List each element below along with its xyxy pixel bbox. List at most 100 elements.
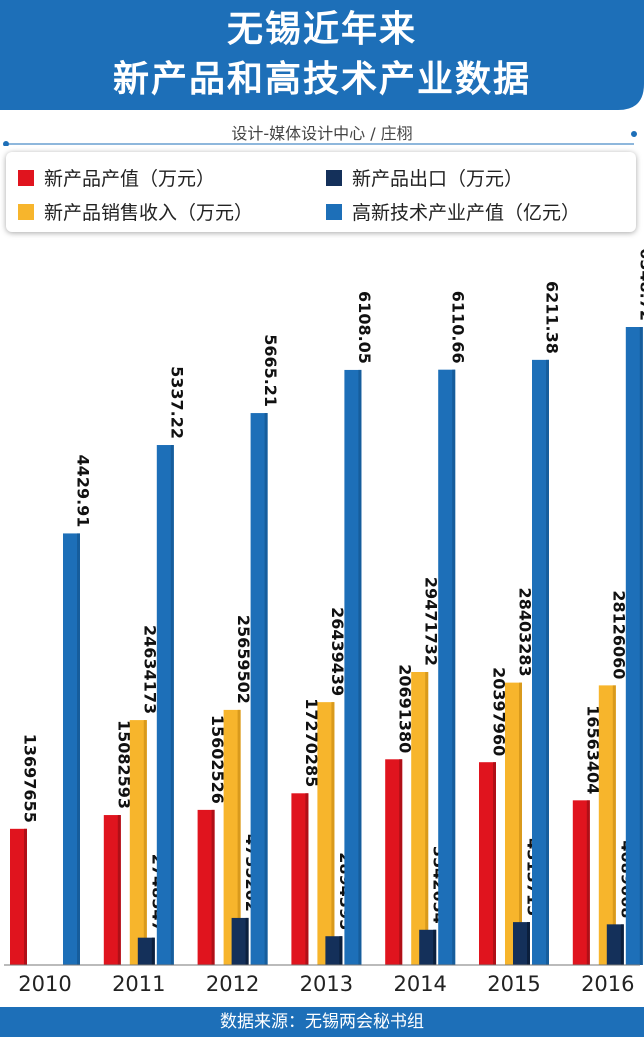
legend-label: 高新技术产业产值（亿元） (352, 202, 581, 224)
bar-2014-series-1 (411, 672, 429, 965)
bar-shade (527, 922, 530, 965)
credit-divider (3, 131, 637, 146)
data-label: 6108.05 (355, 291, 374, 364)
legend-label: 新产品出口（万元） (352, 168, 524, 190)
data-label: 29471732 (422, 577, 441, 666)
bar-2016-series-0 (572, 800, 590, 965)
bar-2010-series-0 (10, 828, 27, 965)
legend-swatch (18, 169, 34, 186)
bar-shade (305, 793, 309, 965)
bar-shade (264, 413, 268, 966)
bar-2013-series-3 (344, 369, 362, 966)
bar-2011-series-1 (129, 720, 147, 965)
data-label: 20691380 (396, 664, 415, 753)
data-label: 13697655 (21, 734, 40, 823)
data-label: 17270285 (302, 698, 321, 787)
legend-swatch (326, 203, 342, 220)
bar-shade (245, 917, 249, 965)
data-label: 4429.91 (74, 455, 93, 528)
bar-shade (425, 672, 429, 965)
legend-item-new-product-value: 新产品产值（万元） (18, 164, 215, 191)
title-line-2: 新产品和高技术产业数据 (112, 59, 531, 100)
bar-shade (77, 533, 80, 965)
credit-text: 设计-媒体设计中心 / 庄栩 (231, 124, 413, 143)
banner-shape (0, 0, 644, 110)
x-tick-label: 2016 (581, 972, 634, 996)
bar-2012-series-0 (197, 809, 215, 965)
data-label: 25659502 (234, 615, 253, 704)
data-label: 6211.38 (543, 281, 562, 354)
data-label: 5337.22 (167, 366, 186, 439)
bar-shade (399, 759, 403, 965)
legend-item-new-product-export: 新产品出口（万元） (326, 164, 523, 191)
bar-shade (433, 929, 437, 965)
bar-shade (620, 924, 624, 965)
bar-shade (331, 702, 335, 965)
bar-2016-series-1 (598, 685, 616, 965)
bar-2015-series-3 (532, 359, 549, 965)
bar-shade (586, 800, 590, 965)
data-label: 20397960 (490, 667, 509, 756)
bar-2015-series-2 (513, 922, 530, 965)
x-tick-label: 2014 (393, 972, 446, 996)
data-label: 28126060 (609, 590, 628, 679)
bar-shade (612, 685, 616, 965)
bar-2012-series-1 (223, 709, 241, 965)
bar-2016-series-2 (606, 924, 624, 965)
bar-2011-series-0 (103, 815, 121, 965)
bar-shade (237, 709, 241, 965)
bar-2013-series-0 (291, 793, 309, 965)
data-label: 15602526 (208, 715, 227, 804)
data-label: 6548.72 (636, 248, 644, 321)
data-label: 6110.66 (449, 291, 468, 364)
legend-item-new-product-sales: 新产品销售收入（万元） (18, 198, 253, 225)
chart-legend: 新产品产值（万元） 新产品出口（万元） 新产品销售收入（万元） 高新技术产业产值… (6, 152, 636, 232)
bar-shade (493, 762, 496, 965)
bar-2015-series-0 (479, 762, 496, 965)
data-label: 24634173 (140, 625, 159, 714)
x-tick-label: 2010 (18, 972, 71, 996)
bar-shade (170, 445, 174, 966)
data-label: 5665.21 (261, 334, 280, 407)
data-label: 16563404 (583, 705, 602, 794)
bar-chart: 136976554429.912010150825932463417327485… (4, 248, 644, 996)
bar-2011-series-2 (137, 937, 155, 965)
data-label: 28403283 (516, 588, 535, 677)
legend-swatch (326, 169, 342, 186)
bar-2013-series-2 (325, 936, 343, 965)
bar-shade (546, 359, 549, 965)
bar-shade (639, 327, 643, 965)
bar-shade (211, 809, 215, 965)
data-label: 15082593 (114, 720, 133, 809)
bar-2011-series-3 (156, 445, 174, 966)
bar-shade (117, 815, 121, 965)
bar-2015-series-1 (505, 682, 522, 965)
bar-2016-series-3 (625, 327, 643, 965)
bar-2012-series-2 (231, 917, 249, 965)
bar-2014-series-3 (438, 369, 456, 965)
x-tick-label: 2011 (112, 972, 165, 996)
bar-2014-series-0 (385, 759, 403, 965)
bar-2014-series-2 (419, 929, 437, 965)
bar-shade (151, 937, 155, 965)
legend-label: 新产品销售收入（万元） (44, 202, 254, 224)
bar-shade (519, 682, 522, 965)
legend-label: 新产品产值（万元） (44, 168, 216, 190)
bar-shade (24, 828, 27, 965)
x-tick-label: 2015 (487, 972, 540, 996)
bar-2013-series-1 (317, 702, 335, 965)
data-label: 26439439 (328, 607, 347, 696)
x-tick-label: 2012 (206, 972, 259, 996)
bar-2010-series-3 (63, 533, 80, 965)
legend-swatch (18, 203, 34, 220)
bar-shade (143, 720, 147, 965)
bar-shade (452, 369, 456, 965)
data-source-footer: 数据来源：无锡两会秘书组 (0, 1007, 644, 1037)
credit-row: 设计-媒体设计中心 / 庄栩 (0, 116, 644, 146)
legend-item-high-tech-output: 高新技术产业产值（亿元） (326, 198, 580, 225)
title-banner: 无锡近年来 新产品和高技术产业数据 (0, 0, 644, 113)
bar-shade (358, 369, 362, 966)
x-tick-label: 2013 (300, 972, 353, 996)
bar-shade (339, 936, 343, 965)
title-line-1: 无锡近年来 (226, 9, 417, 50)
